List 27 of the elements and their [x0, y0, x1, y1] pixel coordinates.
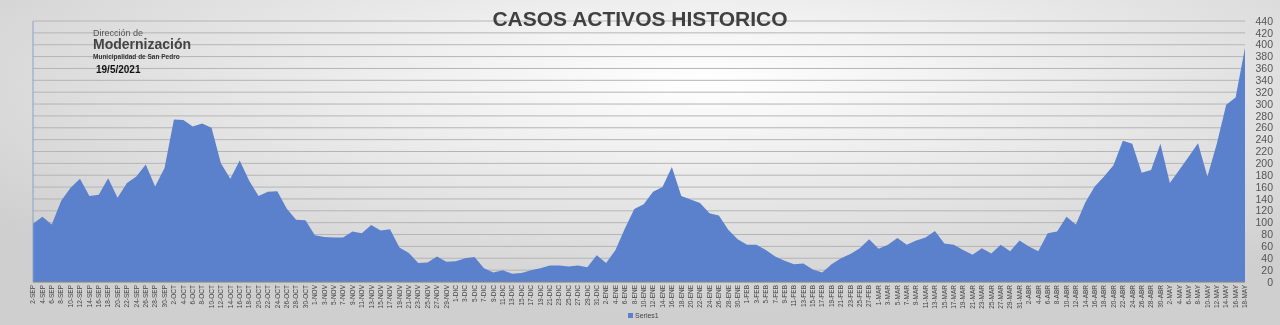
y-tick-label: 360	[1255, 62, 1274, 75]
chart-title: CASOS ACTIVOS HISTORICO	[492, 7, 788, 30]
y-tick-label: 340	[1255, 73, 1274, 86]
y-tick-label: 120	[1255, 204, 1274, 217]
y-tick-label: 80	[1261, 228, 1274, 241]
y-tick-label: 400	[1255, 38, 1274, 51]
y-tick-label: 380	[1255, 50, 1274, 63]
y-tick-label: 300	[1255, 97, 1274, 110]
y-tick-label: 140	[1255, 192, 1274, 205]
y-tick-label: 180	[1255, 168, 1274, 181]
y-tick-label: 260	[1255, 121, 1274, 134]
annotation: Dirección de	[93, 28, 144, 38]
y-tick-label: 220	[1255, 145, 1274, 158]
y-tick-label: 320	[1255, 85, 1274, 98]
y-tick-label: 280	[1255, 109, 1274, 122]
annotation: Modernización	[93, 36, 192, 52]
y-tick-label: 440	[1255, 14, 1274, 27]
y-tick-label: 60	[1261, 240, 1274, 253]
y-tick-label: 0	[1267, 275, 1274, 288]
y-tick-label: 240	[1255, 133, 1274, 146]
y-tick-label: 200	[1255, 157, 1274, 170]
annotation: 19/5/2021	[96, 64, 141, 75]
y-tick-label: 420	[1255, 26, 1274, 39]
y-tick-label: 160	[1255, 180, 1274, 193]
y-tick-label: 20	[1261, 263, 1274, 276]
y-tick-label: 100	[1255, 216, 1274, 229]
y-tick-label: 40	[1261, 251, 1274, 264]
